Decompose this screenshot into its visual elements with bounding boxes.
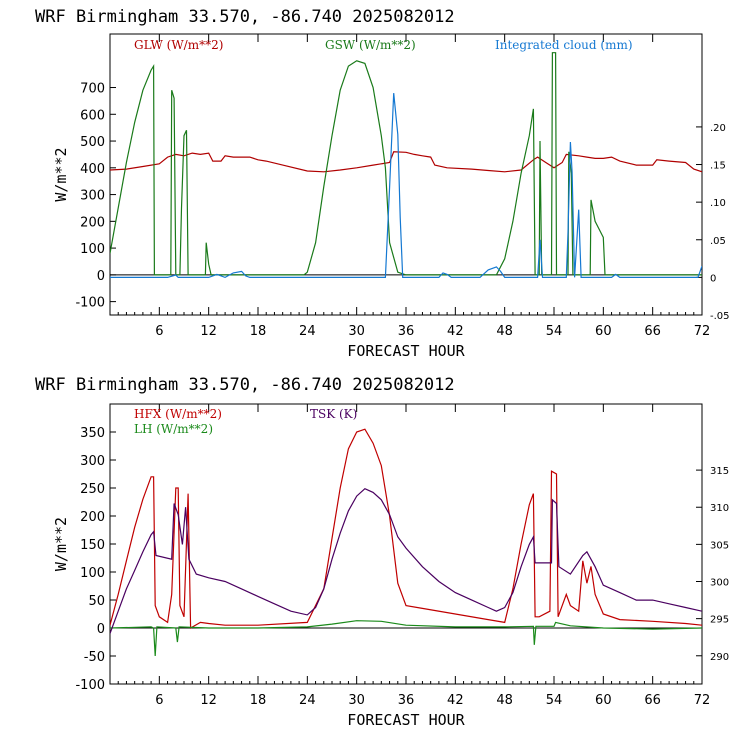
y-tick-label: 100 (80, 566, 105, 581)
y-tick-label: 350 (80, 426, 105, 441)
x-tick-label: 66 (644, 324, 661, 339)
x-tick-label: 12 (200, 693, 217, 708)
legend-gsw: GSW (W/m**2) (325, 38, 416, 52)
y2-tick-label: 315 (710, 466, 729, 477)
y2-tick-label: .05 (710, 236, 726, 247)
y-tick-label: 150 (80, 538, 105, 553)
x-tick-label: 42 (447, 693, 464, 708)
legend-lh: LH (W/m**2) (134, 422, 213, 436)
y2-tick-label: .15 (710, 161, 726, 172)
y-tick-label: 700 (80, 82, 105, 97)
panel-2: WRF Birmingham 33.570, -86.740 202508201… (35, 375, 729, 729)
y2-tick-label: .20 (710, 123, 726, 134)
x-axis-label: FORECAST HOUR (347, 342, 465, 360)
x-tick-label: 48 (496, 324, 513, 339)
x-tick-label: 48 (496, 693, 513, 708)
y2-tick-label: 300 (710, 578, 729, 589)
x-tick-label: 18 (250, 324, 267, 339)
x-tick-label: 18 (250, 693, 267, 708)
x-tick-label: 30 (348, 324, 365, 339)
series-line-glw (110, 151, 702, 173)
x-tick-label: 54 (546, 693, 563, 708)
series-line-lh (110, 620, 702, 657)
y2-tick-label: 310 (710, 503, 729, 514)
x-tick-label: 24 (299, 693, 316, 708)
chart-title: WRF Birmingham 33.570, -86.740 202508201… (35, 7, 455, 27)
y-tick-label: -50 (84, 650, 105, 665)
series-line-tsk (110, 487, 702, 634)
x-tick-label: 36 (398, 324, 415, 339)
x-tick-label: 6 (155, 324, 163, 339)
x-tick-label: 66 (644, 693, 661, 708)
x-tick-label: 72 (694, 693, 711, 708)
x-tick-label: 6 (155, 693, 163, 708)
y-tick-label: 100 (80, 242, 105, 257)
x-tick-label: 24 (299, 324, 316, 339)
y-tick-label: 0 (97, 269, 105, 284)
legend-glw: GLW (W/m**2) (134, 38, 223, 52)
y-tick-label: 200 (80, 510, 105, 525)
x-tick-label: 72 (694, 324, 711, 339)
plot-frame (109, 33, 703, 316)
x-tick-label: 60 (595, 324, 612, 339)
y2-tick-label: 290 (710, 652, 729, 663)
legend-tsk: TSK (K) (310, 407, 357, 421)
y-tick-label: 300 (80, 189, 105, 204)
x-tick-label: 30 (348, 693, 365, 708)
chart-title: WRF Birmingham 33.570, -86.740 202508201… (35, 375, 455, 395)
legend-integrated: Integrated cloud (mm) (495, 38, 633, 52)
x-tick-label: 12 (200, 324, 217, 339)
panel-1: WRF Birmingham 33.570, -86.740 202508201… (35, 7, 730, 360)
y-tick-label: 200 (80, 215, 105, 230)
y2-tick-label: 0 (710, 273, 716, 284)
x-tick-label: 42 (447, 324, 464, 339)
y2-tick-label: 305 (710, 540, 729, 551)
x-tick-label: 60 (595, 693, 612, 708)
y2-tick-label: .10 (710, 198, 726, 209)
y-tick-label: 400 (80, 162, 105, 177)
y-tick-label: 0 (97, 622, 105, 637)
legend-hfx: HFX (W/m**2) (134, 407, 222, 421)
x-tick-label: 36 (398, 693, 415, 708)
y-tick-label: 500 (80, 135, 105, 150)
plot-frame (109, 403, 703, 685)
y2-tick-label: -.05 (710, 311, 730, 322)
y-tick-label: -100 (75, 296, 105, 311)
y-tick-label: 600 (80, 108, 105, 123)
y-axis-label: W/m**2 (52, 517, 70, 571)
y-tick-label: -100 (75, 678, 105, 693)
series-line-integrated (110, 93, 702, 279)
y-tick-label: 300 (80, 454, 105, 469)
y-tick-label: 50 (88, 594, 105, 609)
y-axis-label: W/m**2 (52, 147, 70, 201)
x-tick-label: 54 (546, 324, 563, 339)
x-axis-label: FORECAST HOUR (347, 711, 465, 729)
series-line-gsw (110, 52, 702, 276)
y-tick-label: 250 (80, 482, 105, 497)
series-line-hfx (110, 428, 702, 630)
y2-tick-label: 295 (710, 615, 729, 626)
